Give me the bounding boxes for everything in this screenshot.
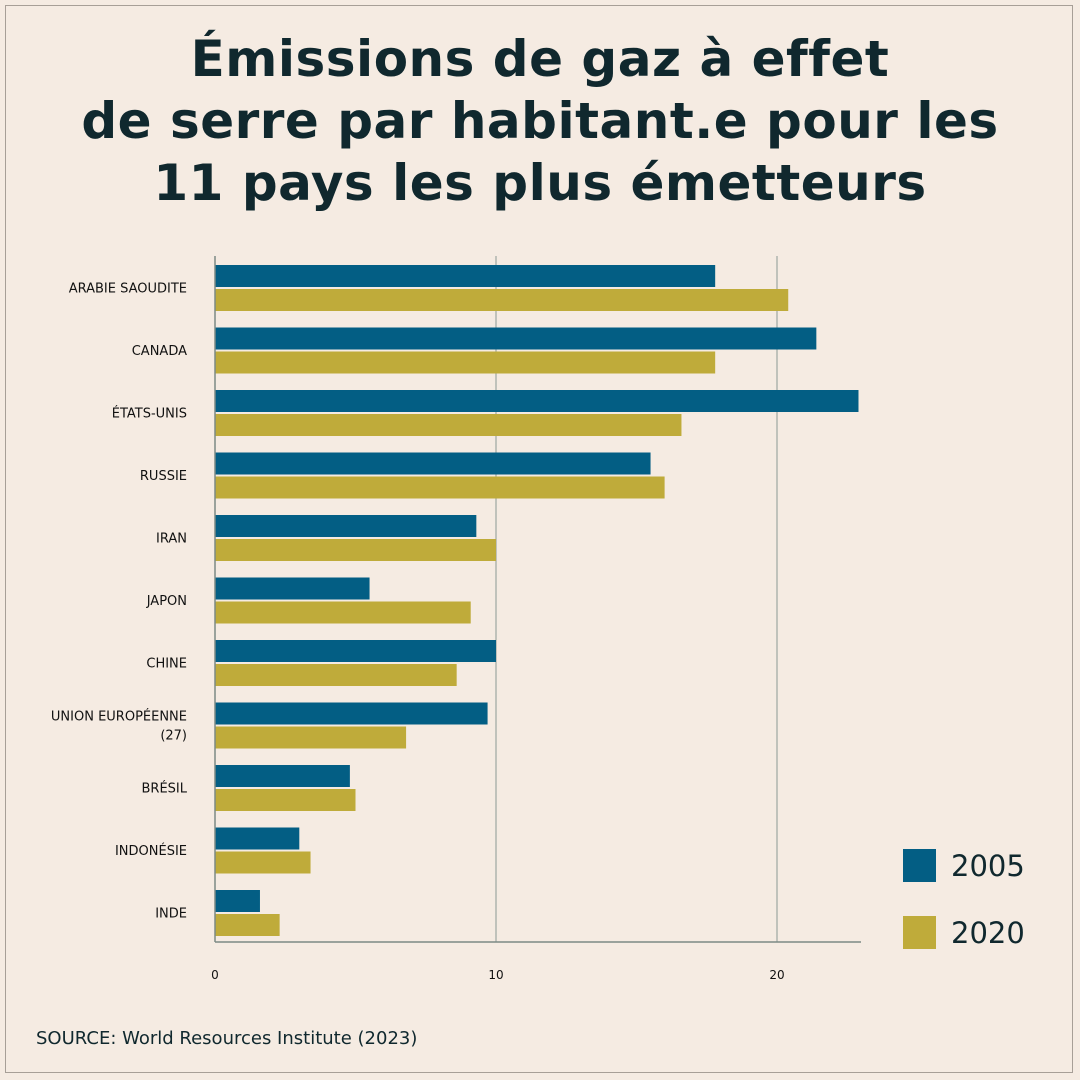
bar-2020-8: [215, 789, 356, 811]
bar-2020-1: [215, 351, 716, 374]
category-label-6: CHINE: [146, 657, 187, 672]
bar-2020-0: [215, 289, 789, 311]
source-note: SOURCE: World Resources Institute (2023): [36, 1028, 418, 1049]
bar-2020-4: [215, 539, 496, 561]
bar-2020-3: [215, 476, 665, 499]
chart-title-line-3: 11 pays les plus émetteurs: [153, 154, 927, 212]
category-label-line: ÉTATS-UNIS: [112, 406, 187, 422]
bar-2005-5: [215, 577, 370, 600]
legend-swatch-2020: [903, 916, 936, 949]
category-label-line: JAPON: [146, 594, 187, 609]
bar-2005-3: [215, 452, 651, 475]
category-label-5: JAPON: [146, 594, 187, 609]
chart-title-line-2: de serre par habitant.e pour les: [81, 92, 999, 150]
bar-2005-9: [215, 827, 300, 850]
legend-swatch-2005: [903, 849, 936, 882]
category-label-line: (27): [160, 729, 187, 744]
x-tick-label-10: 10: [488, 968, 503, 982]
category-label-line: CHINE: [146, 657, 187, 672]
chart-title-line-1: Émissions de gaz à effet: [190, 30, 890, 88]
category-label-line: CANADA: [132, 344, 187, 359]
legend-label-2005: 2005: [951, 849, 1025, 883]
outer-frame: [5, 5, 1073, 1073]
category-label-1: CANADA: [132, 344, 187, 359]
bar-2020-5: [215, 601, 471, 624]
category-label-line: BRÉSIL: [142, 781, 188, 797]
bar-2005-4: [215, 515, 477, 537]
bar-2005-10: [215, 890, 260, 912]
legend-label-2020: 2020: [951, 916, 1025, 950]
bar-2020-2: [215, 414, 682, 436]
category-label-line: ARABIE SAOUDITE: [69, 282, 187, 297]
category-label-9: INDONÉSIE: [115, 843, 187, 859]
category-label-8: BRÉSIL: [142, 781, 188, 797]
category-label-0: ARABIE SAOUDITE: [69, 282, 187, 297]
x-tick-label-20: 20: [769, 968, 784, 982]
category-label-10: INDE: [155, 907, 187, 922]
category-label-line: RUSSIE: [140, 469, 187, 484]
bar-2005-7: [215, 702, 488, 725]
category-label-7: UNION EUROPÉENNE (27): [51, 709, 187, 744]
bar-2020-6: [215, 664, 457, 686]
category-label-3: RUSSIE: [140, 469, 187, 484]
bar-2005-2: [215, 390, 859, 412]
bar-2005-8: [215, 765, 350, 787]
category-label-line: IRAN: [156, 532, 187, 547]
bar-2005-6: [215, 640, 496, 662]
bar-2005-0: [215, 265, 716, 287]
category-label-4: IRAN: [156, 532, 187, 547]
x-tick-label-0: 0: [211, 968, 219, 982]
bar-2020-9: [215, 851, 311, 874]
category-label-2: ÉTATS-UNIS: [112, 406, 187, 422]
bar-2020-10: [215, 914, 280, 936]
category-label-line: INDONÉSIE: [115, 843, 187, 859]
chart-title: Émissions de gaz à effet de serre par ha…: [0, 28, 1080, 214]
bar-2020-7: [215, 726, 407, 749]
category-label-line: INDE: [155, 907, 187, 922]
bar-2005-1: [215, 327, 817, 350]
category-label-line: UNION EUROPÉENNE: [51, 709, 187, 725]
bar-chart: ARABIE SAOUDITE CANADA ÉTATS-UNIS RUSSIE IRA…: [51, 256, 1025, 982]
